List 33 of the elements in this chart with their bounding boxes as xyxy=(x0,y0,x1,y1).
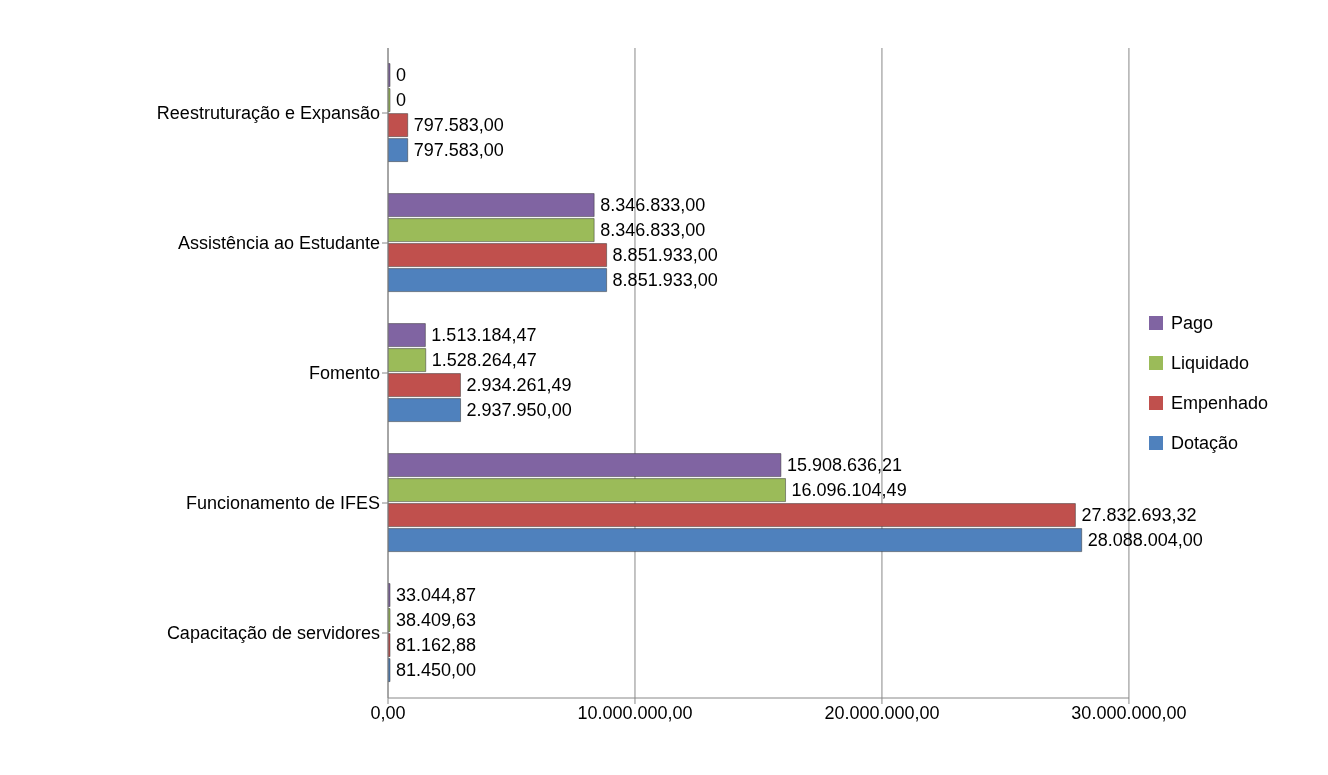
data-label: 27.832.693,32 xyxy=(1081,505,1197,526)
data-label: 797.583,00 xyxy=(413,115,504,136)
x-tick-label: 30.000.000,00 xyxy=(1071,702,1187,723)
data-label: 15.908.636,21 xyxy=(786,455,903,476)
x-tick-label: 20.000.000,00 xyxy=(824,702,940,723)
data-label: 8.851.933,00 xyxy=(612,270,718,291)
data-label: 2.937.950,00 xyxy=(466,400,572,421)
data-label: 0 xyxy=(396,90,407,111)
data-label: 8.346.833,00 xyxy=(600,220,706,241)
data-label: 1.528.264,47 xyxy=(431,350,537,371)
data-label: 797.583,00 xyxy=(413,140,504,161)
y-tick-label: Reestruturação e Expansão xyxy=(156,103,380,124)
legend-label: Liquidado xyxy=(1170,352,1249,375)
y-tick-label: Fomento xyxy=(308,363,380,384)
data-label: 8.851.933,00 xyxy=(612,245,718,266)
data-label: 38.409,63 xyxy=(396,610,477,631)
data-label: 8.346.833,00 xyxy=(600,195,706,216)
data-label: 16.096.104,49 xyxy=(791,480,907,501)
data-label: 33.044,87 xyxy=(396,585,477,606)
y-tick-label: Capacitação de servidores xyxy=(166,623,380,644)
data-label: 0 xyxy=(396,65,407,86)
data-label: 1.513.184,47 xyxy=(431,325,537,346)
y-tick-label: Assistência ao Estudante xyxy=(177,233,380,254)
legend-label: Pago xyxy=(1170,312,1213,335)
y-tick-label: Funcionamento de IFES xyxy=(185,493,380,514)
legend-label: Empenhado xyxy=(1170,392,1268,415)
x-tick-label: 0,00 xyxy=(370,702,406,723)
x-tick-label: 10.000.000,00 xyxy=(577,702,693,723)
data-label: 81.162,88 xyxy=(396,635,477,656)
data-label: 28.088.004,00 xyxy=(1087,530,1203,551)
data-label: 81.450,00 xyxy=(396,660,477,681)
data-label: 2.934.261,49 xyxy=(466,375,572,396)
legend-label: Dotação xyxy=(1170,432,1238,455)
